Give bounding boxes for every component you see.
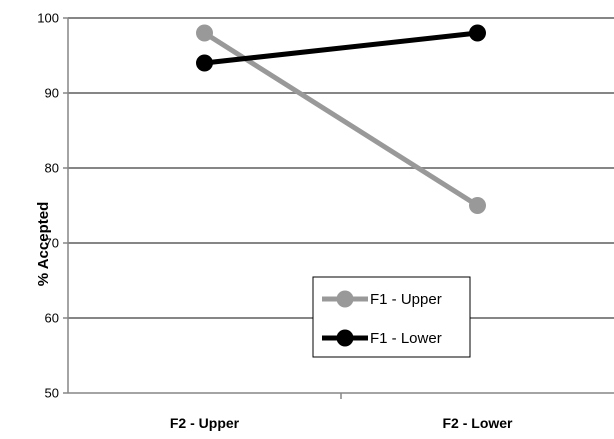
data-point: [469, 197, 486, 214]
series-1: [196, 24, 486, 214]
legend-entry: F1 - Upper: [322, 290, 442, 308]
series-line: [204, 30, 478, 66]
x-category-labels: F2 - Upper F2 - Lower: [170, 415, 513, 431]
series-line: [203, 30, 479, 208]
y-tick-label: 50: [45, 386, 59, 401]
x-category-label: F2 - Upper: [170, 415, 240, 431]
legend-entry: F1 - Lower: [322, 329, 442, 347]
y-tick-labels: 50 60 70 80 90 100: [37, 11, 59, 401]
y-tick-label: 80: [45, 161, 59, 176]
legend-swatch-marker: [336, 329, 354, 347]
legend-label: F1 - Lower: [370, 330, 442, 347]
series: [196, 24, 486, 214]
data-point: [196, 54, 213, 72]
y-tick-label: 100: [37, 11, 59, 26]
axes: [63, 17, 614, 399]
series-2: [196, 24, 486, 72]
legend-label: F1 - Upper: [370, 291, 442, 308]
data-point: [469, 24, 486, 42]
gridlines: [68, 17, 614, 319]
y-tick-label: 60: [45, 311, 59, 326]
data-point: [196, 24, 213, 42]
legend: F1 - Upper F1 - Lower: [312, 276, 471, 358]
y-tick-label: 70: [45, 236, 59, 251]
legend-swatch-marker: [336, 290, 354, 308]
y-tick-label: 90: [45, 86, 59, 101]
x-category-label: F2 - Lower: [442, 415, 513, 431]
y-axis-label: % Accepted: [35, 202, 52, 286]
